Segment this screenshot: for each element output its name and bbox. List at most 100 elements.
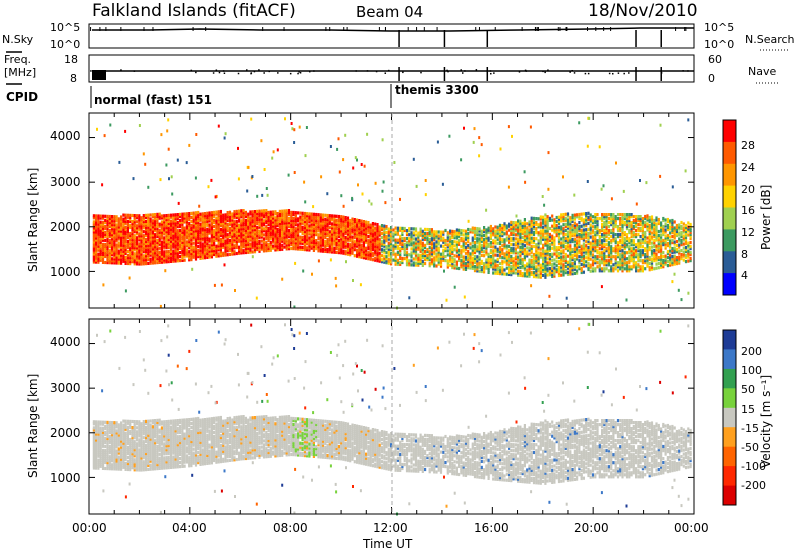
power-cell xyxy=(115,259,118,263)
power-cell xyxy=(625,237,629,241)
power-cell xyxy=(601,239,604,243)
power-cell xyxy=(503,268,506,272)
power-cell xyxy=(623,259,626,263)
power-cell xyxy=(487,228,490,232)
power-cell xyxy=(190,247,193,252)
power-cell xyxy=(630,229,633,233)
power-cell xyxy=(197,241,200,245)
power-cell xyxy=(578,243,581,247)
power-cell xyxy=(142,246,145,250)
power-cell xyxy=(369,253,372,257)
power-cell xyxy=(294,221,297,225)
power-cell xyxy=(342,245,345,249)
power-cell xyxy=(508,258,511,262)
power-cell xyxy=(165,260,168,264)
power-cell xyxy=(333,238,336,242)
power-cell xyxy=(510,248,513,253)
power-cell xyxy=(569,244,572,248)
power-cell xyxy=(387,235,390,239)
power-cell xyxy=(340,249,343,253)
power-cell xyxy=(197,251,200,255)
power-cell xyxy=(219,250,222,254)
power-cell xyxy=(92,246,95,250)
power-cell xyxy=(353,254,356,258)
power-cell xyxy=(591,245,595,249)
power-cell xyxy=(487,244,490,248)
power-cell xyxy=(478,245,481,249)
power-cell xyxy=(385,259,388,263)
power-cell xyxy=(374,258,377,262)
power-cell xyxy=(551,268,554,272)
power-cell xyxy=(510,226,513,230)
power-cell xyxy=(147,233,150,237)
power-cell xyxy=(528,222,531,226)
power-cell xyxy=(442,238,445,242)
power-cell xyxy=(321,223,325,227)
power-cell xyxy=(569,230,572,234)
power-cell xyxy=(428,258,431,262)
power-cell xyxy=(217,214,220,218)
power-cell xyxy=(639,215,642,219)
power-cell xyxy=(557,273,561,278)
power-cell xyxy=(390,246,393,250)
power-cell xyxy=(360,237,363,241)
power-cell xyxy=(147,213,150,217)
power-cell xyxy=(154,225,157,229)
power-cell xyxy=(374,238,377,242)
power-cell xyxy=(546,251,549,255)
power-cell xyxy=(188,240,191,244)
power-cell xyxy=(95,256,98,260)
power-cell xyxy=(510,230,513,234)
power-cell xyxy=(297,227,300,231)
power-cell xyxy=(244,212,247,216)
power-cell xyxy=(183,254,186,258)
power-cell xyxy=(333,242,336,246)
power-cell xyxy=(174,229,177,233)
power-cell xyxy=(557,215,561,219)
power-cell xyxy=(471,236,474,240)
power-cell xyxy=(362,248,365,252)
power-cell xyxy=(174,213,177,217)
power-cell xyxy=(566,212,570,216)
power-cell xyxy=(619,227,622,231)
power-cell xyxy=(183,226,186,230)
power-cell xyxy=(585,252,588,256)
power-cell xyxy=(601,233,604,237)
power-cell xyxy=(247,238,250,242)
power-cell xyxy=(344,242,347,246)
power-cell xyxy=(528,260,531,264)
power-cell xyxy=(653,243,656,247)
power-cell xyxy=(542,265,545,269)
power-cell xyxy=(571,225,574,230)
power-cell xyxy=(201,250,204,254)
power-cell xyxy=(380,228,384,232)
power-cell xyxy=(487,260,490,264)
power-cell xyxy=(124,239,127,243)
power-cell xyxy=(467,246,470,250)
power-cell xyxy=(344,252,347,256)
power-cell xyxy=(569,226,572,230)
power-cell xyxy=(544,253,547,257)
noise-right-tick-bottom: 10^0 xyxy=(704,38,734,51)
power-cell xyxy=(539,275,542,279)
power-cell xyxy=(405,243,409,247)
power-cell xyxy=(378,241,381,245)
power-cell xyxy=(383,254,386,258)
power-cell xyxy=(110,229,114,233)
power-cell xyxy=(95,232,98,236)
power-cell xyxy=(106,224,109,229)
power-cell xyxy=(138,222,141,226)
power-cell xyxy=(290,226,293,230)
power-cell xyxy=(194,229,198,233)
power-cell xyxy=(526,230,529,234)
power-cell xyxy=(333,228,336,232)
power-cell xyxy=(616,247,620,251)
power-cell xyxy=(228,210,232,214)
power-cell xyxy=(380,240,384,244)
power-cell xyxy=(528,220,531,224)
power-cell xyxy=(278,215,281,219)
power-cell xyxy=(576,249,579,253)
power-cell xyxy=(244,240,247,245)
power-cell xyxy=(519,221,522,225)
power-cell xyxy=(532,258,536,263)
